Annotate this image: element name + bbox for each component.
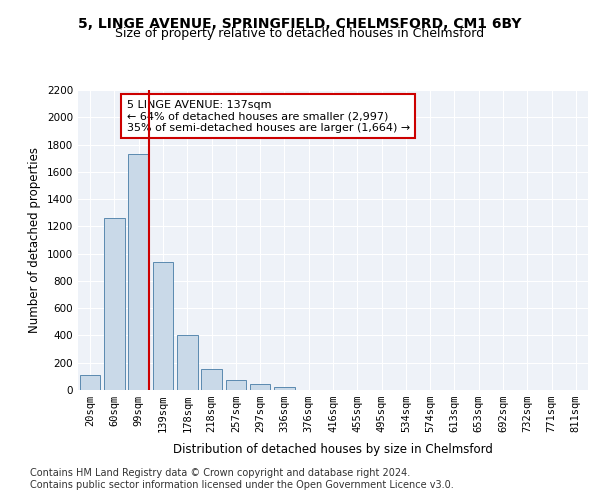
Text: Size of property relative to detached houses in Chelmsford: Size of property relative to detached ho… [115,28,485,40]
Text: 5 LINGE AVENUE: 137sqm
← 64% of detached houses are smaller (2,997)
35% of semi-: 5 LINGE AVENUE: 137sqm ← 64% of detached… [127,100,410,132]
Text: Contains HM Land Registry data © Crown copyright and database right 2024.: Contains HM Land Registry data © Crown c… [30,468,410,477]
Bar [274,386,295,390]
Bar [201,370,222,390]
Bar [152,262,173,390]
Bar [226,380,246,390]
Bar [128,154,149,390]
Bar [104,218,125,390]
Bar [80,376,100,390]
Y-axis label: Number of detached properties: Number of detached properties [28,147,41,333]
Text: Contains public sector information licensed under the Open Government Licence v3: Contains public sector information licen… [30,480,454,490]
Text: Distribution of detached houses by size in Chelmsford: Distribution of detached houses by size … [173,442,493,456]
Bar [250,384,271,390]
Text: 5, LINGE AVENUE, SPRINGFIELD, CHELMSFORD, CM1 6BY: 5, LINGE AVENUE, SPRINGFIELD, CHELMSFORD… [78,18,522,32]
Bar [177,335,197,390]
